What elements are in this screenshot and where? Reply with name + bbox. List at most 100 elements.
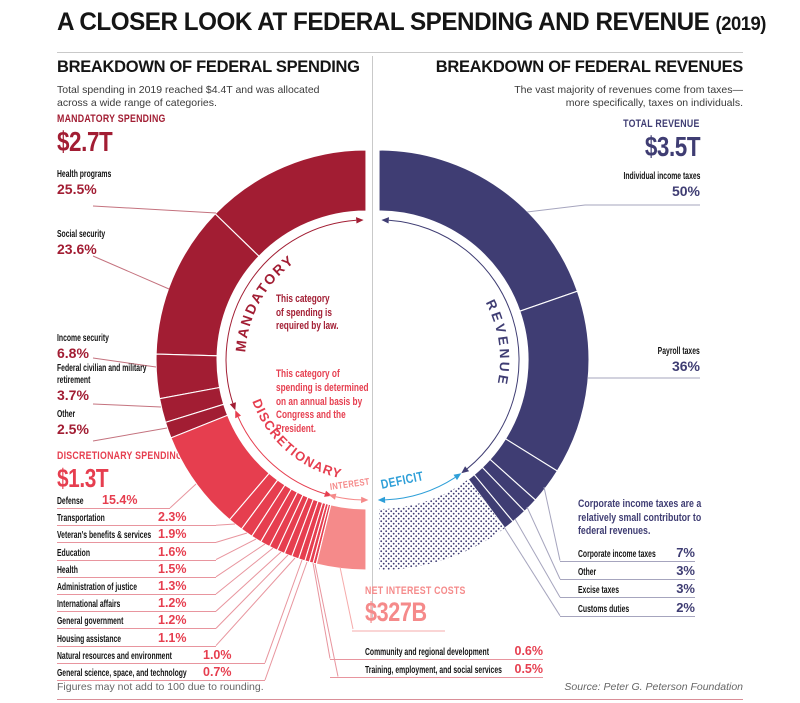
spending-item-row: General government 1.2% (57, 613, 216, 630)
item-pct: 1.0% (203, 647, 232, 662)
leader-line (526, 506, 561, 580)
item-pct: 2% (676, 599, 695, 615)
item-pct: 2.3% (158, 510, 187, 525)
item-label: Health (57, 564, 78, 576)
revenue-section-heading: BREAKDOWN OF FEDERAL REVENUES (435, 58, 744, 76)
net-interest-heading: NET INTEREST COSTS (365, 585, 466, 597)
leader-line (543, 486, 561, 561)
header-divider (57, 52, 743, 53)
item-label-text: Housing assistance (57, 632, 122, 645)
item-label-text: General government (57, 615, 124, 628)
item-pct: 1.1% (158, 630, 187, 645)
revenue-item-row: Customs duties 2% (560, 599, 695, 617)
item-label-text: General science, space, and technology (57, 667, 187, 679)
spending-item-row: Natural resources and environment 1.0% (57, 647, 265, 664)
revenue-item-row: Corporate income taxes 7% (560, 545, 695, 562)
leader-line (526, 204, 700, 213)
item-label-text: Administration of justice (57, 581, 138, 593)
leader-line (339, 566, 354, 630)
discretionary-total: $1.3T (57, 463, 109, 493)
note-text: on an annual basis by (276, 395, 363, 408)
spending-item-row: Veteran's benefits & services 1.9% (57, 527, 216, 544)
item-label-text: Transportation (57, 512, 105, 525)
item-label-text: Health programs (57, 168, 112, 180)
arc-arrow (453, 473, 462, 481)
leader-line (312, 562, 331, 659)
item-label: Corporate income taxes (578, 548, 656, 560)
revenue-guide-arc (388, 219, 520, 470)
item-label: Transportation (57, 512, 105, 524)
leader-line (264, 559, 303, 663)
mandatory-heading: MANDATORY SPENDING (57, 113, 166, 125)
revenue-note-line: federal revenues. (578, 525, 669, 539)
item-label-text: Health (57, 563, 78, 576)
item-label: Veteran's benefits & services (57, 529, 151, 541)
discretionary-guide-arc (237, 416, 326, 495)
spending-item-row: Health 1.5% (57, 561, 216, 578)
item-label: Administration of justice (57, 581, 137, 593)
item-label: Social security (57, 228, 169, 240)
net-interest-total: $327B (365, 597, 427, 627)
footer-source: Source: Peter G. Peterson Foundation (564, 681, 743, 693)
item-label-text: Training, employment, and social service… (365, 663, 502, 676)
revenue-note-line: relatively small contributor to (578, 512, 732, 526)
item-label-text: Payroll taxes (657, 345, 700, 357)
leader-line (264, 561, 308, 681)
leader-line (215, 538, 257, 561)
item-pct: 1.5% (158, 561, 187, 576)
item-label: General government (57, 615, 123, 627)
item-label: Defense (57, 495, 84, 507)
item-pct: 1.2% (158, 613, 187, 628)
mandatory-center-note-line: This category (276, 293, 348, 307)
mandatory-guide-arc (225, 219, 357, 404)
leader-line (92, 427, 168, 442)
note-text: required by law. (276, 320, 339, 332)
revenue-subtitle-1: The vast majority of revenues come from … (514, 84, 743, 96)
item-pct: 0.5% (514, 661, 544, 676)
item-label-text: Veteran's benefits & services (57, 529, 152, 542)
arc-arrow (229, 402, 236, 411)
spending-subtitle-2: across a wide range of categories. (57, 97, 217, 109)
mandatory-item: Income security 6.8% (57, 332, 229, 361)
discretionary-center-note-line: This category of (276, 368, 361, 382)
revenue-note-line: Corporate income taxes are a (578, 498, 732, 512)
mandatory-item: Social security 23.6% (57, 228, 229, 257)
discretionary-center-note-line: spending is determined (276, 382, 399, 396)
spending-item-row: International affairs 1.2% (57, 596, 216, 613)
item-pct: 1.3% (158, 579, 187, 593)
note-text: This category (276, 293, 330, 305)
item-label-text: Other (578, 566, 597, 578)
arc-arrow (328, 493, 337, 500)
item-pct: 50% (671, 183, 700, 199)
leader-line (215, 554, 289, 629)
leader-line (514, 518, 561, 598)
leader-line (92, 255, 170, 290)
leader-line (503, 526, 561, 616)
item-label-text: Federal civilian and military retirement (57, 362, 147, 386)
item-label-text: Excise taxes (578, 584, 619, 597)
footer-divider (57, 699, 743, 700)
spending-item-row: General science, space, and technology 0.… (57, 665, 265, 681)
item-label-text: Other (57, 408, 76, 420)
leader-line (92, 357, 157, 368)
item-label: Federal civilian and military retirement (57, 362, 169, 386)
leader-line (215, 551, 282, 612)
discretionary-center-note-line: on an annual basis by (276, 396, 391, 410)
interest-guide-arc (335, 496, 362, 501)
arc-arrow (356, 217, 364, 224)
item-label: Customs duties (578, 603, 629, 615)
item-pct: 36% (671, 358, 700, 374)
item-pct: 1.2% (158, 596, 187, 611)
leader-line (215, 547, 274, 595)
spending-item-row: Administration of justice 1.3% (57, 579, 216, 595)
footer-note: Figures may not add to 100 due to roundi… (57, 681, 264, 693)
note-text: relatively small contributor to (578, 511, 702, 524)
note-text: This category of (276, 368, 340, 380)
discretionary-center-note-line: Congress and the (276, 409, 369, 423)
total-revenue-value: $3.5T (644, 131, 701, 162)
note-text: President. (276, 423, 316, 436)
revenue-item-row: Excise taxes 3% (560, 581, 695, 599)
